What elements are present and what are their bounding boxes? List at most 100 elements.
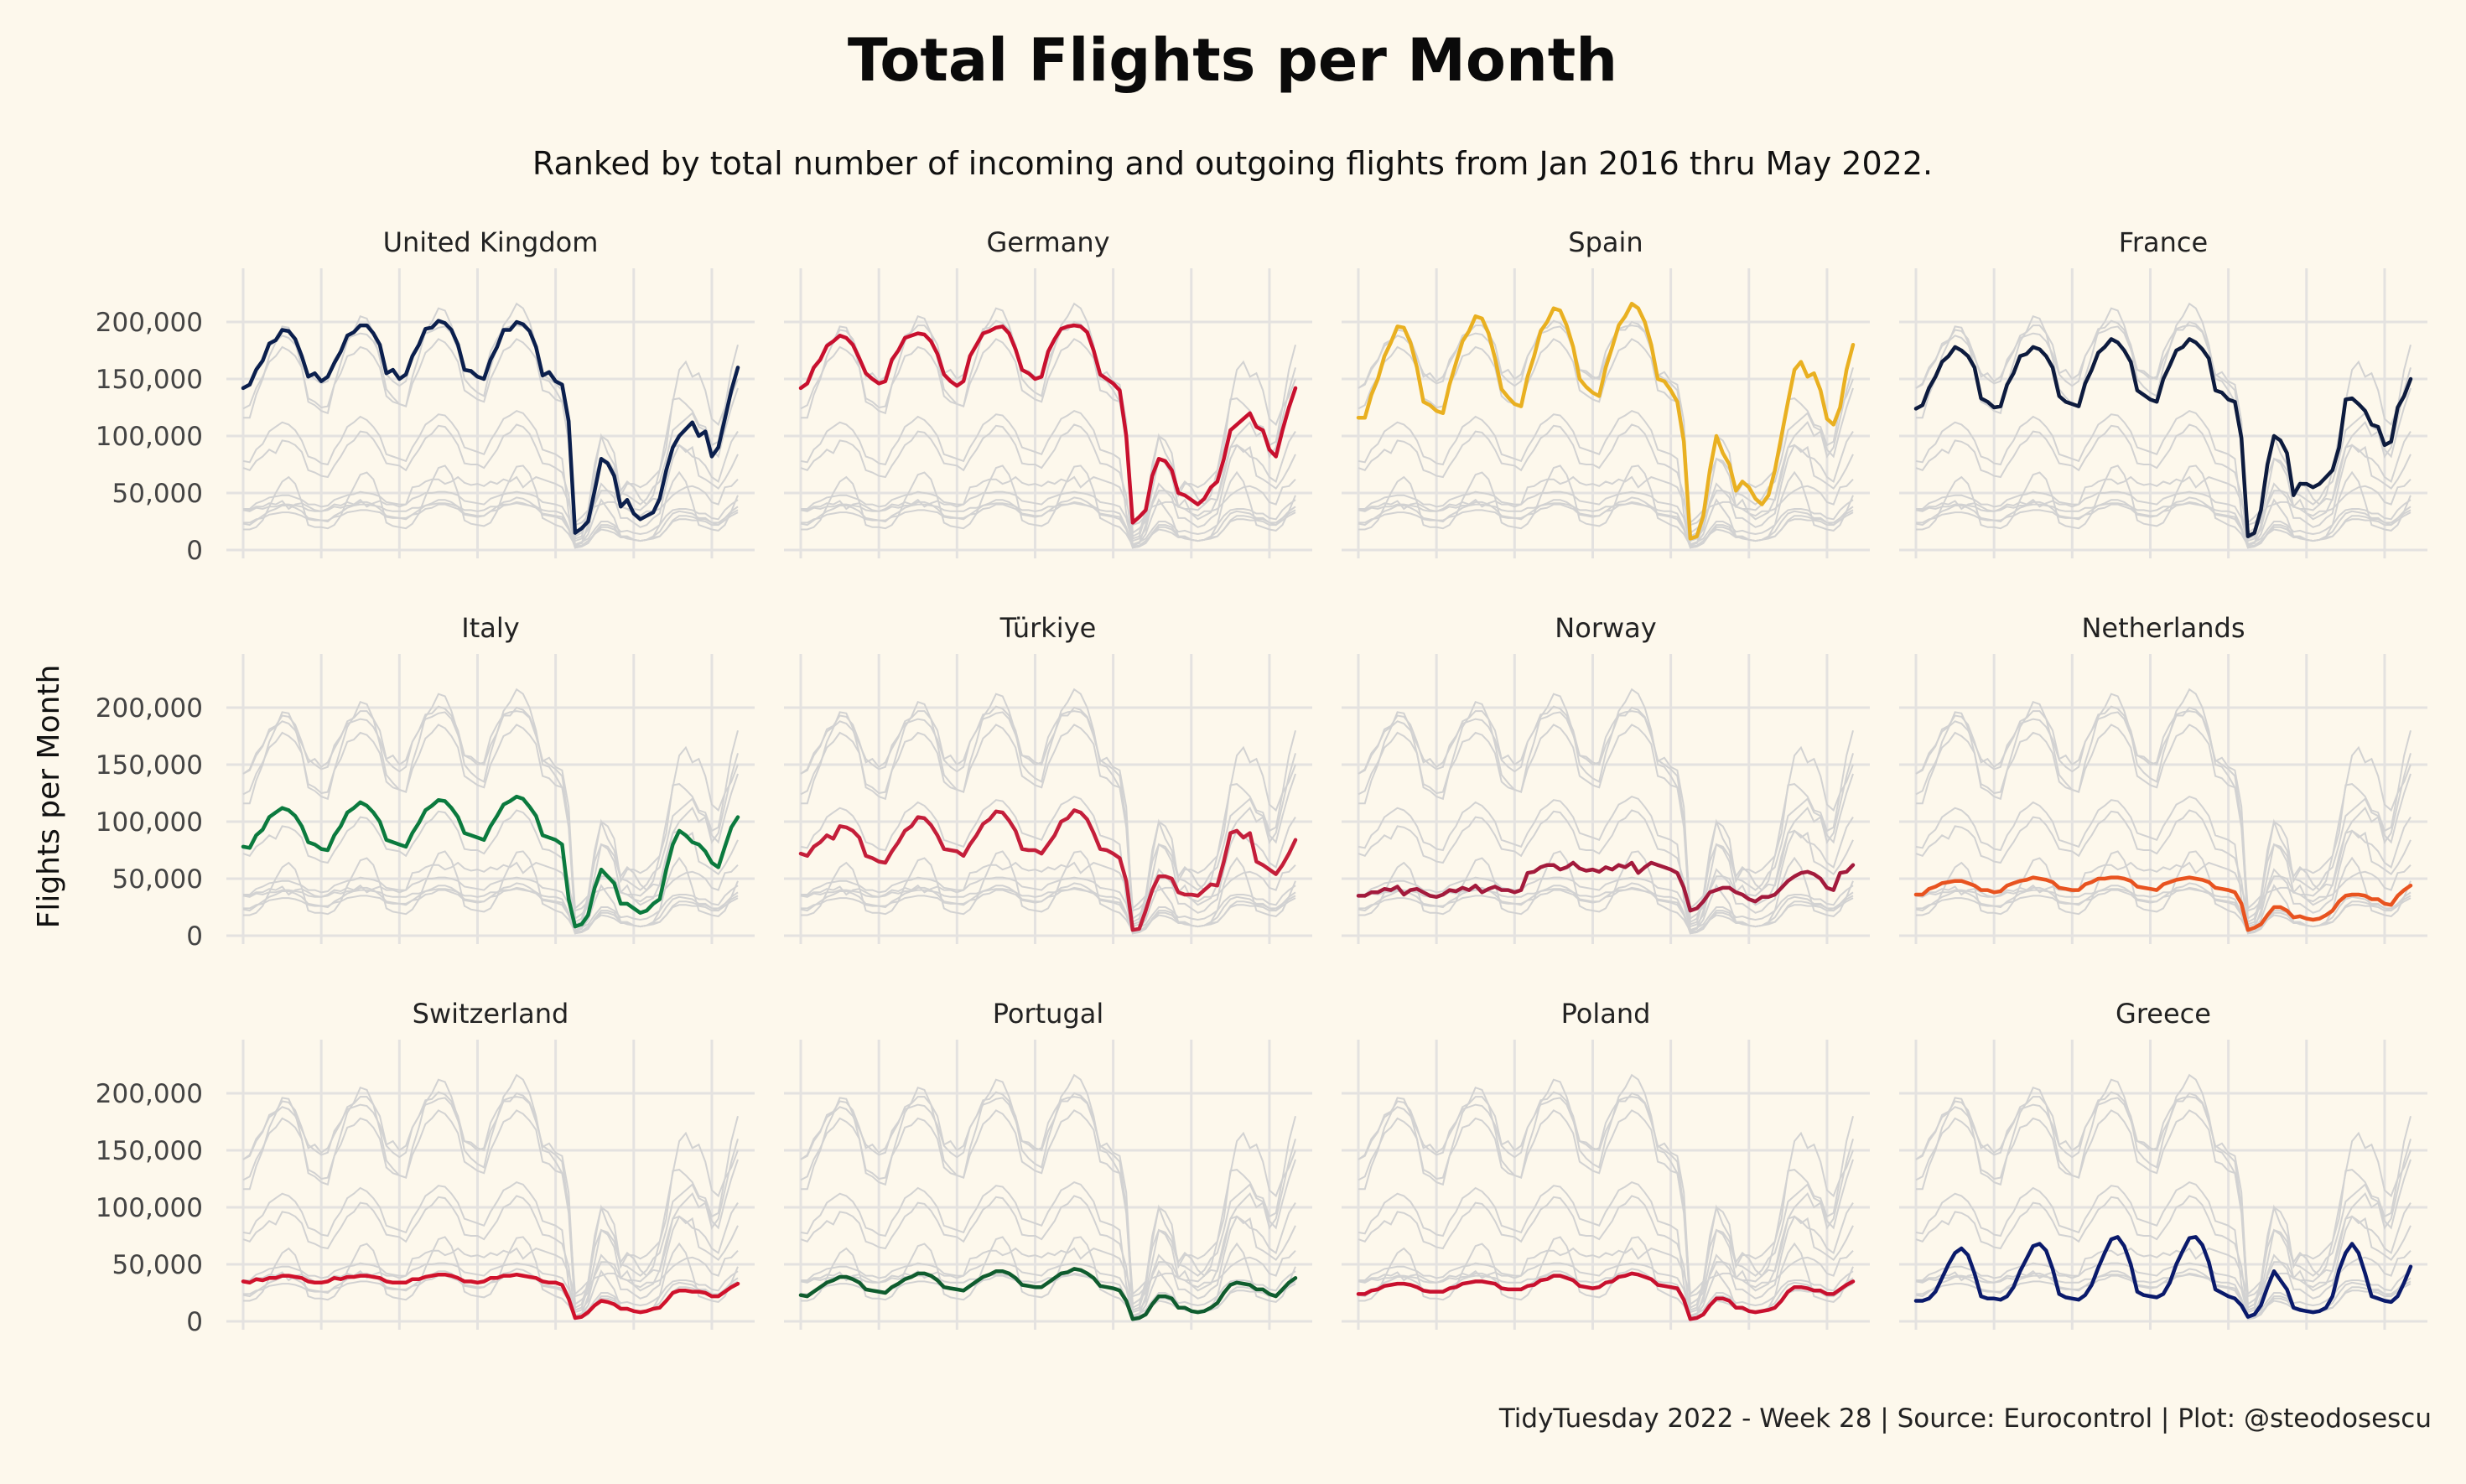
ghost-line-united-kingdom — [800, 319, 1296, 535]
ghost-line-greece — [1916, 464, 2411, 547]
ghost-line-spain — [1916, 688, 2411, 926]
ghost-line-spain — [801, 1073, 1296, 1311]
ghost-line-france — [242, 1109, 739, 1310]
ghost-line-italy — [1358, 795, 1854, 928]
facet-label-france: France — [2119, 226, 2208, 258]
y-tick-label-1: 50,000 — [112, 1250, 203, 1280]
ghost-line-netherlands — [1358, 1262, 1854, 1317]
y-tick-label-2: 100,000 — [96, 422, 203, 452]
ghost-line-france — [800, 338, 1296, 538]
ghost-line-spain — [801, 302, 1296, 540]
ghost-line-italy — [1358, 1180, 1854, 1314]
ghost-line-united-kingdom — [1358, 1091, 1854, 1306]
y-tick-label-2: 100,000 — [96, 807, 203, 838]
ghost-line-united-kingdom — [1915, 705, 2411, 921]
facet-spain: Spain — [1342, 226, 1870, 558]
series-line-portugal — [798, 1267, 1298, 1321]
ghost-line-france — [242, 338, 739, 538]
facet-label-italy: Italy — [461, 612, 519, 644]
ghost-line-united-kingdom — [800, 1091, 1296, 1306]
facet-netherlands: Netherlands — [1899, 612, 2427, 944]
ghost-line-italy — [800, 795, 1296, 928]
facet-united-kingdom: United Kingdom 0 50,000 100,000 150,000 200,0… — [96, 226, 755, 566]
series-line-spain — [1356, 301, 1856, 541]
ghost-line-united-kingdom — [242, 705, 739, 921]
facet-label-netherlands: Netherlands — [2081, 612, 2245, 644]
ghost-line-united-kingdom — [1915, 1091, 2411, 1306]
facet-turkiye: Türkiye — [784, 612, 1312, 944]
facet-switzerland: Switzerland 0 50,000 100,000 150,000 200,000 — [96, 998, 755, 1337]
facet-germany: Germany — [784, 226, 1312, 558]
y-tick-label-0: 0 — [186, 1307, 203, 1337]
ghost-line-spain — [243, 688, 739, 926]
y-tick-label-2: 100,000 — [96, 1193, 203, 1223]
facet-label-germany: Germany — [986, 226, 1109, 258]
ghost-line-france — [800, 724, 1296, 924]
ghost-line-netherlands — [1358, 490, 1854, 546]
ghost-line-turkiye — [242, 809, 739, 931]
ghost-line-netherlands — [243, 876, 739, 931]
ghost-line-netherlands — [801, 490, 1296, 546]
chart-title: Total Flights per Month — [848, 26, 1617, 95]
ghost-line-spain — [1916, 302, 2411, 540]
ghost-line-france — [1915, 724, 2411, 924]
ghost-line-turkiye — [800, 1195, 1296, 1317]
ghost-line-italy — [242, 1180, 739, 1314]
ghost-line-greece — [1358, 1236, 1854, 1318]
ghost-line-greece — [1916, 850, 2411, 932]
ghost-line-poland — [243, 501, 739, 549]
ghost-line-turkiye — [1358, 809, 1854, 931]
ghost-line-poland — [1916, 886, 2411, 935]
ghost-line-poland — [801, 501, 1296, 549]
facet-label-norway: Norway — [1555, 612, 1656, 644]
facet-norway: Norway — [1342, 612, 1870, 944]
facet-label-greece: Greece — [2116, 998, 2211, 1030]
ghost-line-greece — [243, 464, 739, 547]
ghost-line-netherlands — [1916, 490, 2411, 546]
series-line-greece — [1913, 1235, 2413, 1319]
ghost-line-greece — [1358, 464, 1854, 547]
facet-france: France — [1899, 226, 2427, 558]
ghost-line-poland — [1916, 501, 2411, 549]
ghost-line-turkiye — [1915, 1195, 2411, 1317]
ghost-line-france — [1358, 338, 1854, 538]
y-tick-label-4: 200,000 — [96, 1079, 203, 1109]
series-line-france — [1913, 337, 2413, 538]
ghost-line-spain — [243, 302, 739, 540]
facet-label-turkiye: Türkiye — [999, 612, 1097, 644]
ghost-line-turkiye — [1358, 1195, 1854, 1317]
y-axis-label: Flights per Month — [32, 665, 66, 929]
y-tick-label-3: 150,000 — [96, 365, 203, 395]
series-line-switzerland — [241, 1272, 740, 1321]
ghost-line-france — [1358, 724, 1854, 924]
facet-label-united-kingdom: United Kingdom — [383, 226, 599, 258]
facet-label-switzerland: Switzerland — [413, 998, 569, 1030]
chart-subtitle: Ranked by total number of incoming and o… — [532, 145, 1933, 182]
ghost-line-netherlands — [243, 1262, 739, 1317]
series-line-germany — [798, 323, 1298, 525]
facet-label-portugal: Portugal — [993, 998, 1104, 1030]
ghost-line-france — [1915, 1109, 2411, 1310]
ghost-line-poland — [801, 886, 1296, 935]
series-line-italy — [241, 794, 740, 929]
ghost-line-poland — [1358, 501, 1854, 549]
ghost-line-greece — [243, 1236, 739, 1318]
ghost-line-greece — [801, 464, 1296, 547]
ghost-line-spain — [801, 688, 1296, 926]
facet-italy: Italy 0 50,000 100,000 150,000 200,000 — [96, 612, 755, 952]
ghost-line-poland — [243, 886, 739, 935]
series-line-united-kingdom — [241, 319, 740, 535]
series-line-turkiye — [798, 808, 1298, 932]
ghost-line-turkiye — [1915, 809, 2411, 931]
ghost-line-greece — [801, 850, 1296, 932]
ghost-line-spain — [243, 1073, 739, 1311]
y-tick-label-0: 0 — [186, 536, 203, 566]
ghost-line-france — [1358, 1109, 1854, 1310]
ghost-line-france — [800, 1109, 1296, 1310]
y-tick-label-4: 200,000 — [96, 693, 203, 724]
ghost-line-italy — [242, 409, 739, 542]
ghost-line-turkiye — [1915, 423, 2411, 546]
ghost-line-poland — [1916, 1272, 2411, 1321]
ghost-line-italy — [1358, 409, 1854, 542]
